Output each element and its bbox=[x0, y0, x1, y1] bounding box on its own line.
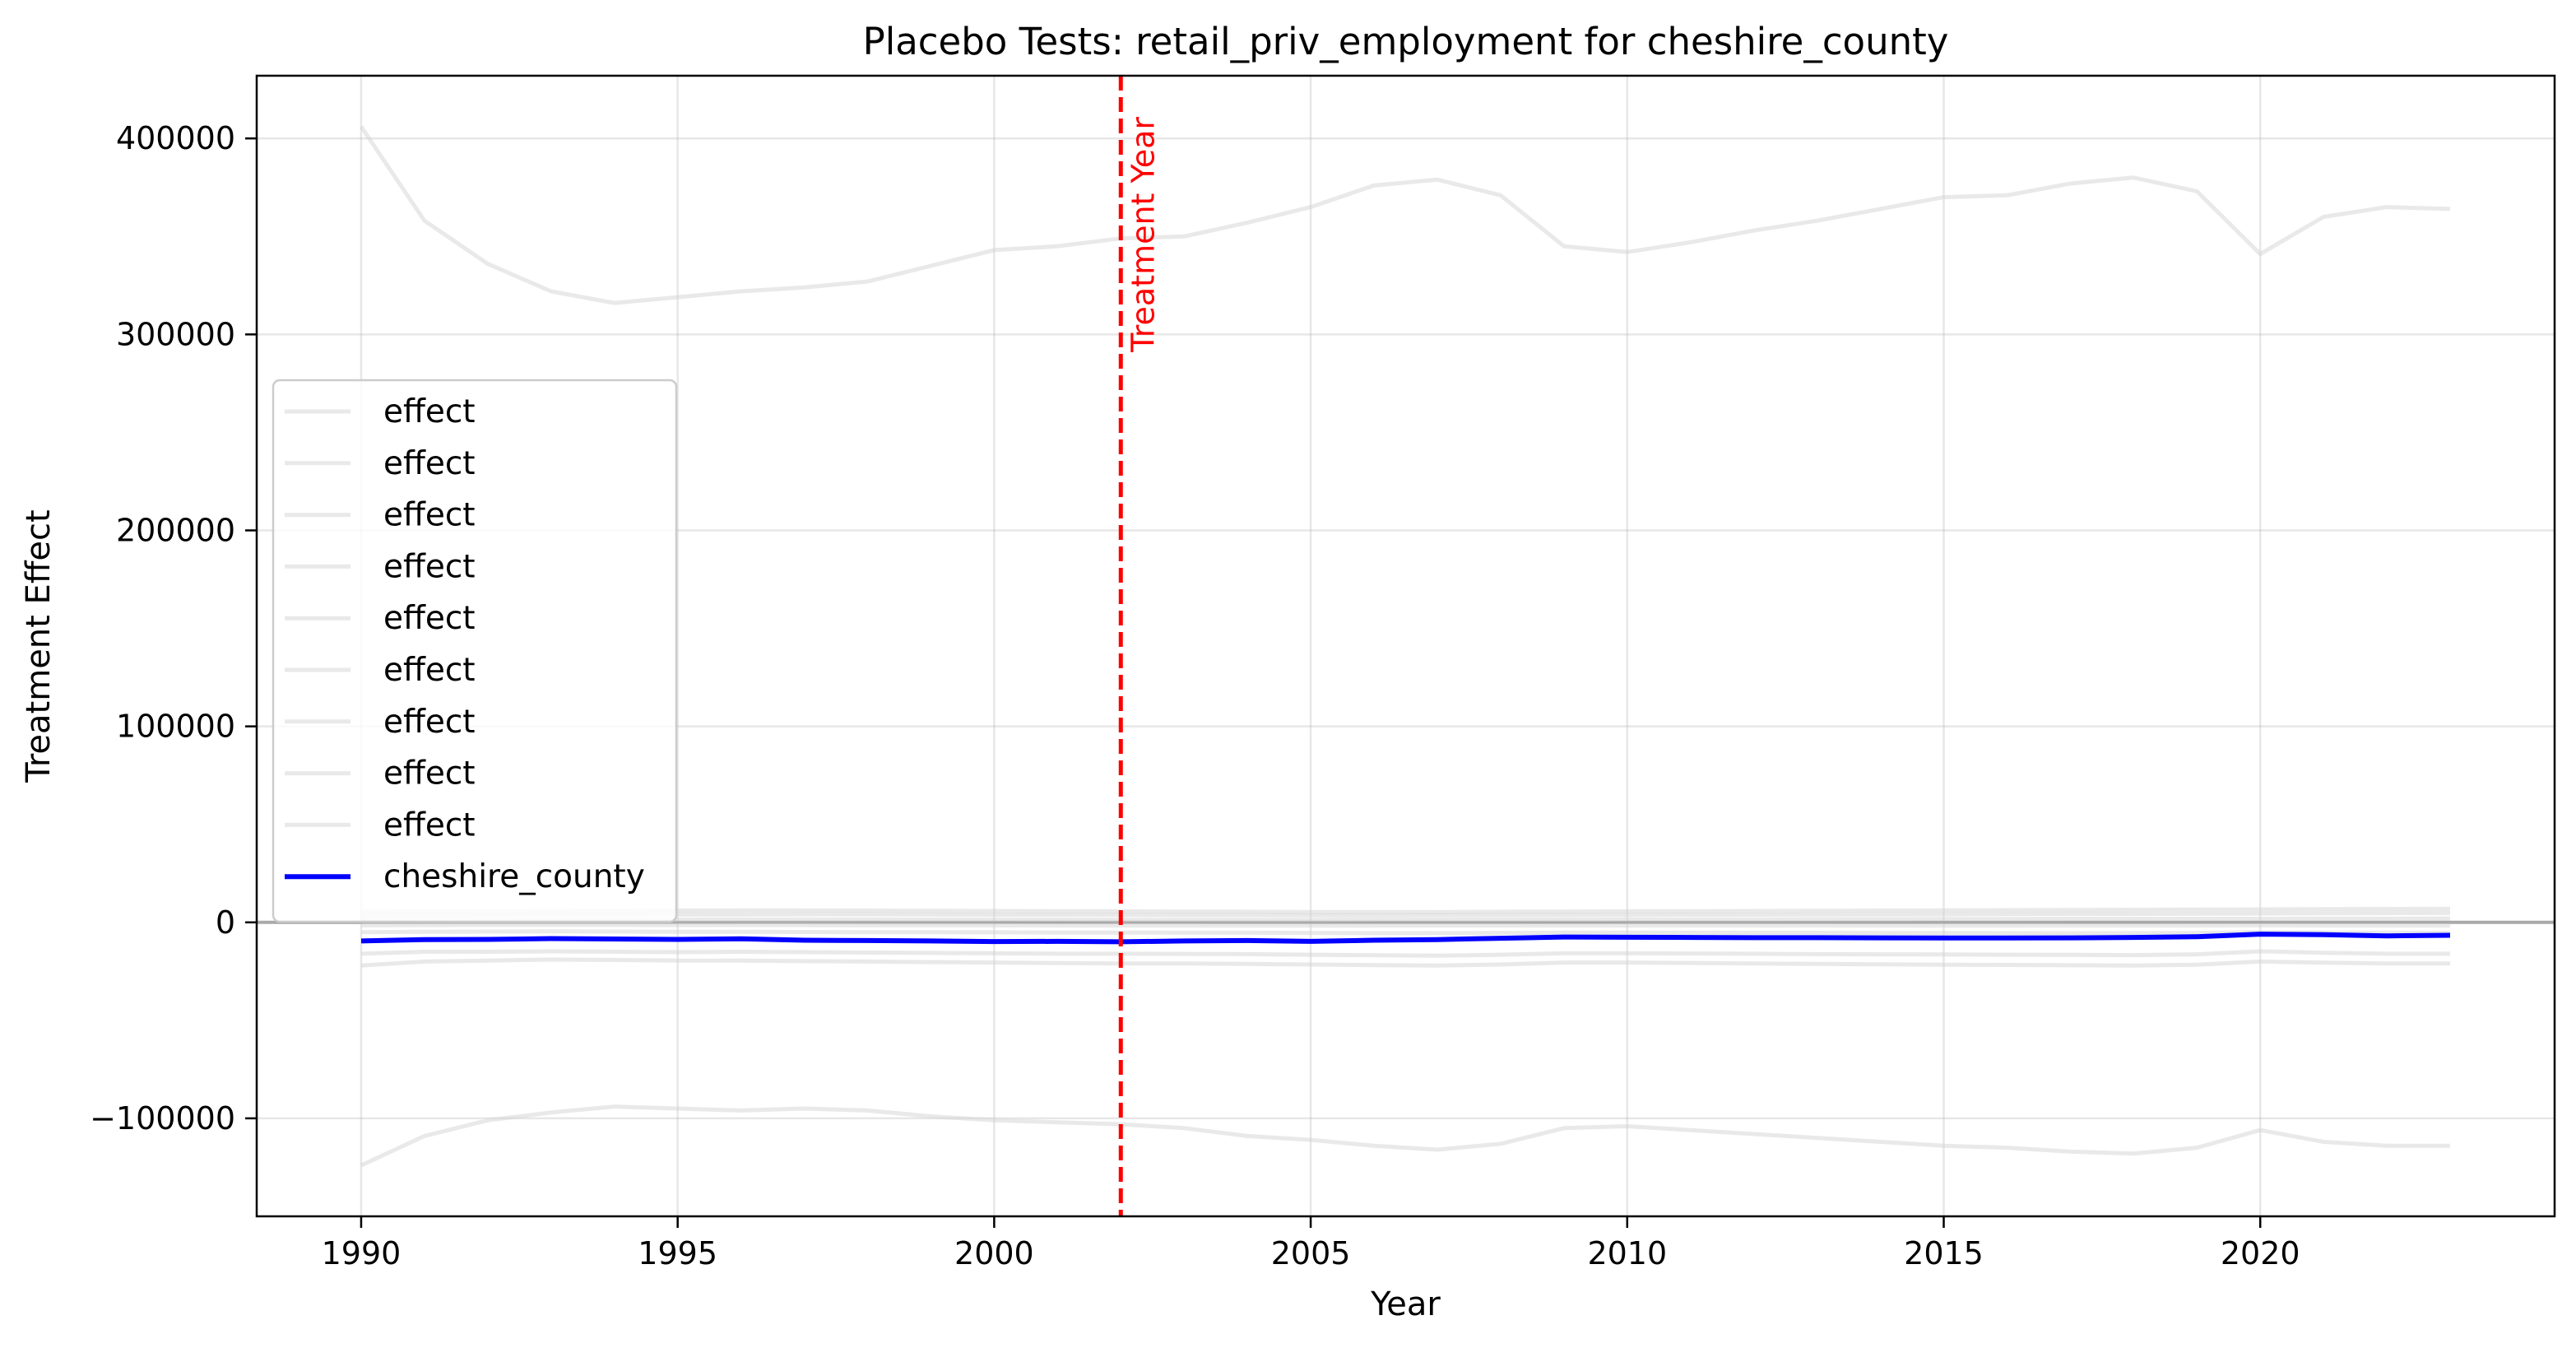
y-tick-label: 200000 bbox=[116, 512, 235, 548]
legend-label: effect bbox=[383, 548, 476, 585]
placebo-series-line bbox=[360, 949, 2450, 958]
treated-series-line bbox=[360, 932, 2451, 945]
x-tick-label: 2000 bbox=[954, 1235, 1034, 1271]
placebo-series-line bbox=[360, 957, 2450, 968]
legend-label: cheshire_county bbox=[383, 858, 645, 895]
placebo-series-line bbox=[360, 929, 2450, 936]
legend-label: effect bbox=[383, 652, 476, 689]
plot-frame bbox=[255, 74, 2556, 1218]
placebo-series-line bbox=[360, 906, 2451, 914]
legend-label: effect bbox=[383, 806, 476, 844]
placebo-series-line bbox=[359, 125, 2451, 305]
y-tick-label: 0 bbox=[216, 904, 235, 941]
legend-label: effect bbox=[383, 755, 476, 793]
x-tick-label: 1990 bbox=[322, 1235, 401, 1271]
treatment-layer: Treatment Year bbox=[1118, 76, 1161, 1216]
legend-box bbox=[272, 379, 678, 923]
legend: effect effect effect effect effect effect effe… bbox=[272, 379, 678, 923]
legend-label: effect bbox=[383, 704, 476, 741]
legend-label: effect bbox=[383, 393, 476, 430]
x-tick-label: 2005 bbox=[1271, 1235, 1351, 1271]
y-tick-label: 100000 bbox=[116, 709, 235, 745]
placebo-series-line bbox=[360, 916, 2451, 923]
legend-label: effect bbox=[383, 497, 476, 534]
series-layer bbox=[359, 125, 2451, 1168]
x-tick-label: 2015 bbox=[1904, 1235, 1984, 1271]
chart-title: Placebo Tests: retail_priv_employment fo… bbox=[863, 20, 1949, 63]
x-tick-label: 2020 bbox=[2221, 1235, 2300, 1271]
legend-label: effect bbox=[383, 600, 476, 637]
y-axis-label: Treatment Effect bbox=[20, 509, 58, 783]
y-tick-label: 300000 bbox=[116, 316, 235, 352]
y-tick-label: −100000 bbox=[90, 1100, 235, 1137]
axis-ticks: 1990 1995 2000 2005 2010 2015 2020 −100000 0 1000… bbox=[90, 120, 2300, 1271]
y-tick-label: 400000 bbox=[116, 120, 235, 156]
placebo-series-line bbox=[360, 923, 2450, 928]
treatment-year-label: Treatment Year bbox=[1125, 117, 1161, 353]
placebo-series-line bbox=[360, 1104, 2450, 1168]
legend-label: effect bbox=[383, 445, 476, 482]
x-tick-label: 1995 bbox=[638, 1235, 717, 1271]
x-axis-label: Year bbox=[1370, 1285, 1441, 1323]
placebo-series-line bbox=[360, 910, 2451, 918]
x-tick-label: 2010 bbox=[1587, 1235, 1667, 1271]
